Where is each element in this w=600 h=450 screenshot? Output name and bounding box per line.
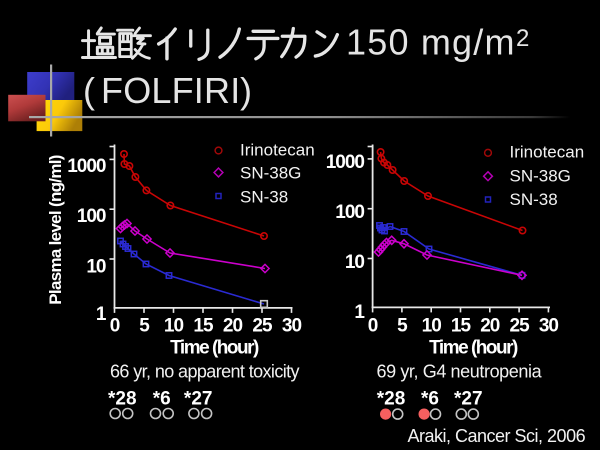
svg-text:SN-38G: SN-38G bbox=[510, 167, 571, 186]
svg-text:Araki, Cancer Sci, 2006: Araki, Cancer Sci, 2006 bbox=[408, 426, 586, 446]
svg-text:25: 25 bbox=[510, 316, 531, 337]
svg-text:Plasma level (ng/ml): Plasma level (ng/ml) bbox=[46, 155, 65, 304]
svg-text:69 yr, G4 neutropenia: 69 yr, G4 neutropenia bbox=[377, 362, 543, 382]
svg-text:30: 30 bbox=[282, 316, 302, 337]
svg-text:0: 0 bbox=[110, 316, 120, 337]
svg-text:66 yr, no apparent toxicity: 66 yr, no apparent toxicity bbox=[110, 362, 300, 382]
svg-text:*28: *28 bbox=[108, 389, 137, 410]
svg-text:*6: *6 bbox=[153, 389, 171, 410]
svg-text:0: 0 bbox=[368, 316, 378, 337]
svg-text:20: 20 bbox=[223, 316, 243, 337]
svg-text:SN-38: SN-38 bbox=[240, 187, 288, 206]
svg-text:20: 20 bbox=[480, 316, 500, 337]
svg-text:Irinotecan: Irinotecan bbox=[240, 140, 315, 159]
svg-text:Time (hour): Time (hour) bbox=[429, 337, 518, 358]
svg-text:): ) bbox=[240, 70, 253, 111]
svg-text:2: 2 bbox=[516, 25, 529, 52]
svg-text:100: 100 bbox=[77, 206, 106, 227]
svg-text:10: 10 bbox=[86, 256, 106, 277]
svg-text:5: 5 bbox=[139, 316, 150, 337]
svg-text:10: 10 bbox=[345, 252, 365, 273]
svg-text:(: ( bbox=[83, 70, 95, 111]
svg-text:100: 100 bbox=[335, 202, 364, 223]
svg-text:FOLFIRI: FOLFIRI bbox=[101, 70, 240, 111]
svg-text:SN-38: SN-38 bbox=[510, 190, 558, 209]
svg-text:1: 1 bbox=[96, 304, 107, 325]
svg-text:5: 5 bbox=[397, 316, 408, 337]
svg-text:25: 25 bbox=[252, 316, 273, 337]
svg-text:1000: 1000 bbox=[326, 152, 365, 173]
svg-text:SN-38G: SN-38G bbox=[240, 163, 301, 182]
svg-text:15: 15 bbox=[193, 316, 214, 337]
svg-text:*27: *27 bbox=[184, 389, 213, 410]
svg-text:Time (hour): Time (hour) bbox=[170, 337, 259, 358]
svg-text:*27: *27 bbox=[454, 389, 483, 410]
svg-text:1: 1 bbox=[354, 302, 365, 323]
svg-text:*28: *28 bbox=[377, 389, 406, 410]
svg-text:150 mg/m: 150 mg/m bbox=[346, 22, 516, 63]
svg-text:10: 10 bbox=[164, 316, 184, 337]
svg-text:10: 10 bbox=[422, 316, 442, 337]
svg-text:1000: 1000 bbox=[67, 156, 106, 177]
svg-text:15: 15 bbox=[451, 316, 472, 337]
svg-text:*6: *6 bbox=[421, 389, 439, 410]
svg-text:30: 30 bbox=[539, 316, 559, 337]
svg-text:Irinotecan: Irinotecan bbox=[510, 143, 585, 162]
